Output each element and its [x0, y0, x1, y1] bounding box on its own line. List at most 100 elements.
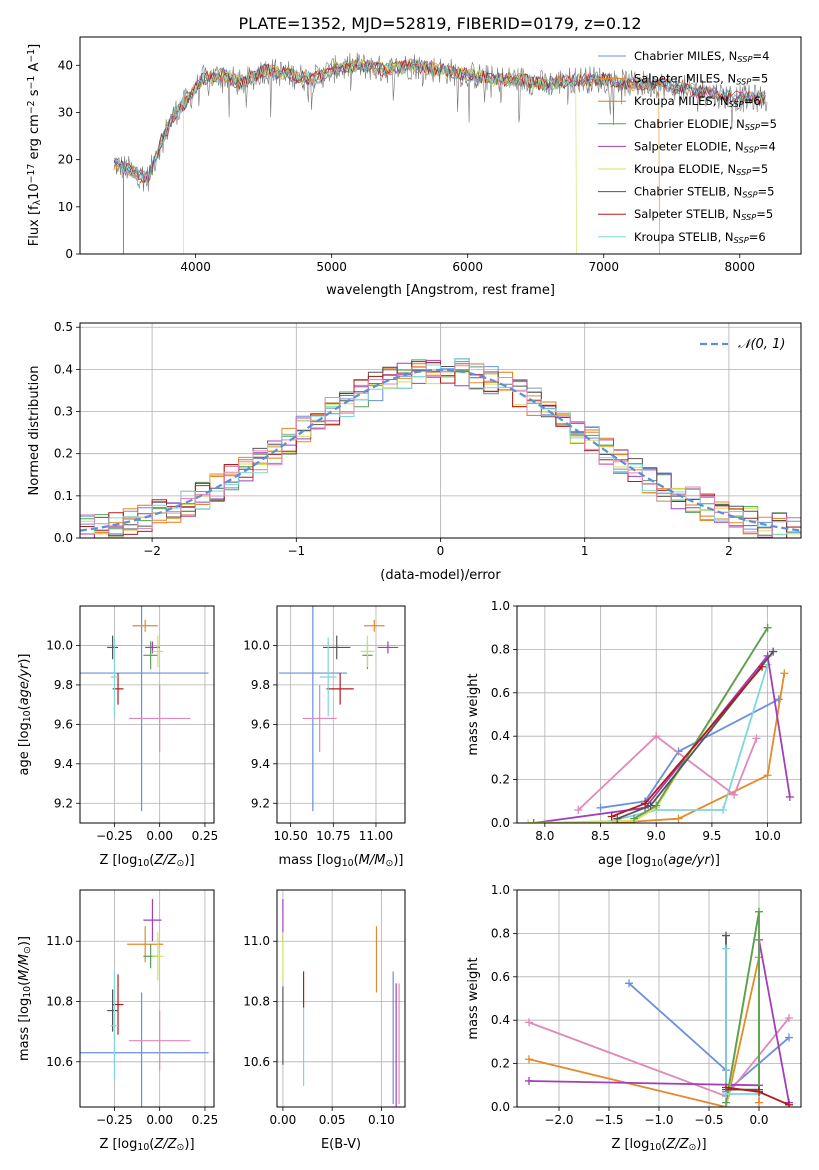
spectrum-model-line: [113, 59, 766, 185]
panel-z_weight: −2.0 −1.5 −1.0 −0.5 0.0 0.0 0.2 0.4 0.6 0.8 1.0 Z […: [466, 883, 802, 1153]
weight-marker: [607, 812, 616, 821]
y-tick-label: 0.6: [491, 686, 510, 700]
y-axis-label: mass [log10(M/M⊙)]: [17, 936, 33, 1061]
weight-marker: [574, 805, 583, 814]
x-tick-label: 11.00: [359, 829, 393, 843]
y-tick-label: 0.4: [491, 1013, 510, 1027]
weight-marker: [646, 801, 655, 810]
y-tick-label: 10.0: [243, 638, 270, 652]
y-tick-label: 10.6: [46, 1055, 73, 1069]
y-tick-label: 9.4: [251, 757, 270, 771]
y-tick-label: 9.6: [54, 717, 73, 731]
y-tick-label: 10.6: [243, 1055, 270, 1069]
panel-z_mass: −0.25 0.00 0.25 10.6 10.8 11.0 Z [log10(Z/Z⊙)]…: [17, 889, 218, 1153]
weight-marker: [780, 669, 789, 678]
y-tick-label: 1.0: [491, 883, 510, 897]
y-tick-label: 0.1: [54, 489, 73, 503]
axes-frame: [79, 889, 215, 1108]
y-tick-label: 9.2: [54, 796, 73, 810]
figure-title: PLATE=1352, MJD=52819, FIBERID=0179, z=0…: [238, 14, 641, 33]
weight-marker: [755, 1087, 763, 1096]
weight-series-line: [611, 666, 763, 818]
spectrum-model-line: [113, 60, 766, 184]
x-tick-label: 0: [437, 544, 445, 558]
plot-area: [278, 606, 399, 812]
axes-frame: [79, 36, 802, 255]
weight-marker: [722, 931, 730, 940]
y-tick-label: 10.0: [46, 638, 73, 652]
weight-marker: [755, 907, 763, 916]
y-tick-label: 20: [58, 153, 73, 167]
x-tick-label: −0.5: [694, 1113, 723, 1127]
axes-frame: [79, 605, 215, 824]
weight-marker: [758, 662, 767, 671]
panel-mass_age: 10.50 10.75 11.00 9.2 9.4 9.6 9.8 10.0 mass [log…: [243, 605, 406, 869]
y-axis-label: mass weight: [466, 673, 481, 755]
legend-entry: Chabrier STELIB, NSSP=5: [634, 185, 774, 200]
x-tick-label: 5000: [316, 260, 347, 274]
y-tick-label: 0.0: [491, 816, 510, 830]
x-tick-label: 6000: [452, 260, 483, 274]
panel-age_weight: 8.0 8.5 9.0 9.5 10.0 0.0 0.2 0.4 0.6 0.8 1.0 age [l…: [466, 599, 802, 869]
spectrum-data-line: [113, 52, 768, 192]
y-tick-label: 0.2: [54, 447, 73, 461]
weight-marker: [752, 734, 761, 743]
legend-entry: 𝒩(0, 1): [738, 337, 785, 352]
legend-entry: Salpeter ELODIE, NSSP=4: [634, 139, 776, 154]
weight-marker: [785, 1033, 793, 1042]
weight-marker: [525, 1076, 533, 1085]
x-tick-label: 0.0: [749, 1113, 768, 1127]
weight-marker: [722, 1098, 730, 1107]
x-tick-label: −1: [287, 544, 305, 558]
plot-area: [282, 899, 400, 1107]
x-axis-label: wavelength [Angstrom, rest frame]: [326, 283, 555, 298]
weight-series-line: [577, 735, 758, 811]
legend-entry: Salpeter MILES, NSSP=5: [634, 72, 768, 87]
y-tick-label: 9.2: [251, 796, 270, 810]
axes-frame: [516, 889, 802, 1108]
legend-entry: Kroupa ELODIE, NSSP=5: [634, 162, 768, 177]
weight-marker: [722, 944, 730, 953]
y-tick-label: 9.6: [251, 717, 270, 731]
x-tick-label: 0.05: [319, 1113, 346, 1127]
spectrum-legend: Chabrier MILES, NSSP=4 Salpeter MILES, NS…: [598, 49, 777, 245]
panel-z_age: −0.25 0.00 0.25 9.2 9.4 9.6 9.8 10.0 Z [log10(Z/…: [17, 605, 218, 869]
y-tick-label: 0.2: [491, 773, 510, 787]
x-tick-label: −2.0: [544, 1113, 573, 1127]
x-tick-label: −0.25: [96, 1113, 133, 1127]
weight-marker: [641, 799, 650, 808]
weight-marker: [525, 1055, 533, 1064]
x-tick-label: 4000: [180, 260, 211, 274]
x-tick-label: 10.0: [754, 829, 781, 843]
y-axis-label: Flux [fλ10−17 erg cm−2 s−1 A−1]: [26, 44, 43, 246]
plot-area: [80, 899, 209, 1107]
weight-series-line: [611, 673, 786, 823]
weight-marker: [763, 623, 772, 632]
y-tick-label: 30: [58, 105, 73, 119]
x-tick-label: 1: [581, 544, 589, 558]
x-axis-label: Z [log10(Z/Z⊙)]: [611, 1137, 706, 1153]
plot-area: [80, 606, 209, 812]
x-tick-label: −1.0: [644, 1113, 673, 1127]
weight-marker: [785, 1100, 793, 1107]
weight-marker: [524, 819, 533, 823]
y-axis-label: mass weight: [466, 957, 481, 1039]
weight-marker: [785, 1014, 793, 1023]
x-tick-label: 9.0: [647, 829, 666, 843]
x-tick-label: 8.5: [591, 829, 610, 843]
axes-frame: [276, 889, 406, 1108]
weight-marker: [763, 660, 772, 669]
weight-marker: [719, 805, 728, 814]
legend-entry: Kroupa STELIB, NSSP=6: [634, 230, 766, 245]
legend-entry: Salpeter STELIB, NSSP=5: [634, 207, 773, 222]
y-tick-label: 9.8: [251, 678, 270, 692]
y-tick-label: 10.8: [46, 995, 73, 1009]
y-tick-label: 0.4: [54, 362, 73, 376]
x-axis-label: E(B-V): [321, 1137, 361, 1152]
y-axis-label: Normed distribution: [27, 366, 42, 496]
normal-curve: [80, 368, 801, 532]
x-tick-label: −0.25: [96, 829, 133, 843]
x-tick-label: 10.50: [273, 829, 307, 843]
panels: 4000 5000 6000 7000 8000010203040wavelength …: [17, 36, 802, 1153]
